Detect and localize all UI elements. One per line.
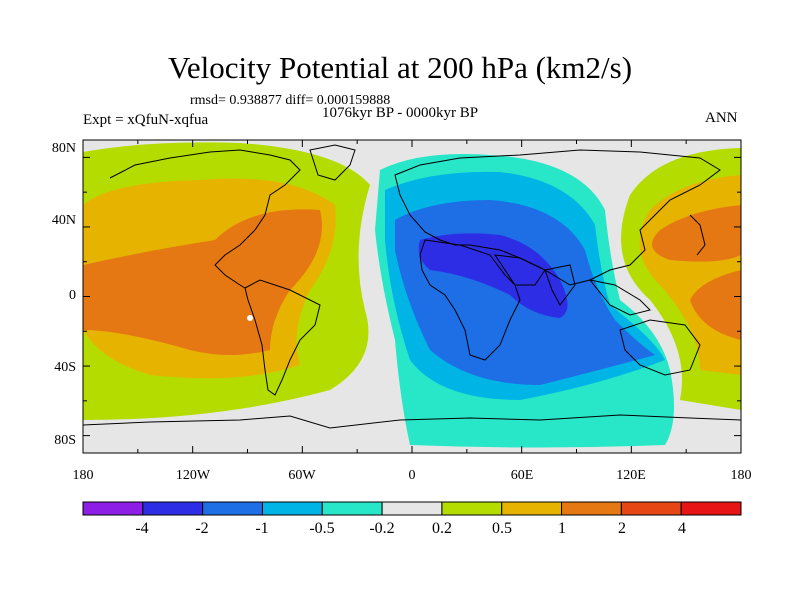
neutral-spot-equatorial <box>247 315 253 321</box>
lat-label-80n: 80N <box>51 141 76 156</box>
lon-label-120w: 120W <box>175 468 211 483</box>
season-label: ANN <box>705 110 738 126</box>
colorbar-label: 4 <box>678 520 686 537</box>
colorbar-swatch <box>561 501 622 516</box>
southeast-asia-outline <box>588 279 651 316</box>
colorbar-swatch <box>620 501 682 516</box>
velocity-potential-field <box>83 140 741 453</box>
arabia-outline <box>493 254 546 286</box>
positive-region-east-1b <box>690 270 741 340</box>
colorbar-label: 1 <box>558 520 566 537</box>
colorbar-label: -1 <box>255 520 269 537</box>
lon-label-60w: 60W <box>288 468 316 483</box>
positive-region-1 <box>83 209 322 355</box>
eurasia-outline <box>394 149 721 286</box>
india-outline <box>544 264 576 306</box>
lon-label-180w: 180 <box>72 468 94 483</box>
africa-outline <box>419 239 521 361</box>
australia-outline <box>619 319 701 376</box>
lon-label-180e: 180 <box>730 468 752 483</box>
colorbar <box>82 501 742 516</box>
continent-outlines <box>83 144 741 429</box>
colorbar-swatch <box>381 501 443 516</box>
colorbar-swatch <box>202 501 263 516</box>
figure-title: Velocity Potential at 200 hPa (km2/s) <box>167 50 633 85</box>
colorbar-swatch <box>82 501 144 516</box>
colorbar-label: -0.2 <box>369 520 395 537</box>
lat-label-0: 0 <box>69 288 76 303</box>
colorbar-label: 0.2 <box>432 520 452 537</box>
colorbar-label: -2 <box>195 520 209 537</box>
rmsd-diff-stats: rmsd= 0.938877 diff= 0.000159888 <box>190 93 391 108</box>
axis-ticks <box>82 140 742 453</box>
japan-outline <box>689 214 706 256</box>
colorbar-swatch <box>321 501 383 516</box>
colorbar-swatch <box>441 501 503 516</box>
colorbar-label: -0.5 <box>309 520 335 537</box>
lat-label-80s: 80S <box>54 433 76 448</box>
colorbar-swatch <box>142 501 204 516</box>
lat-label-40n: 40N <box>51 213 76 228</box>
north-america-outline <box>109 149 301 289</box>
experiment-label: Expt = xQfuN-xqfua <box>83 112 209 128</box>
lon-label-120e: 120E <box>616 468 646 483</box>
colorbar-label: 0.5 <box>492 520 512 537</box>
colorbar-label: -4 <box>135 520 149 537</box>
lat-label-40s: 40S <box>54 360 76 375</box>
positive-region-east-1 <box>652 205 741 262</box>
antarctica-outline <box>83 414 741 429</box>
south-america-outline <box>244 279 321 396</box>
colorbar-swatch <box>680 501 742 516</box>
colorbar-label: 2 <box>618 520 626 537</box>
colorbar-swatch <box>501 501 563 516</box>
period-label: 1076kyr BP - 0000kyr BP <box>322 105 479 121</box>
lon-label-60e: 60E <box>510 468 534 483</box>
lon-label-0: 0 <box>408 468 416 483</box>
greenland-outline <box>309 144 356 181</box>
negative-region-2 <box>418 233 568 318</box>
colorbar-swatch <box>261 501 323 516</box>
